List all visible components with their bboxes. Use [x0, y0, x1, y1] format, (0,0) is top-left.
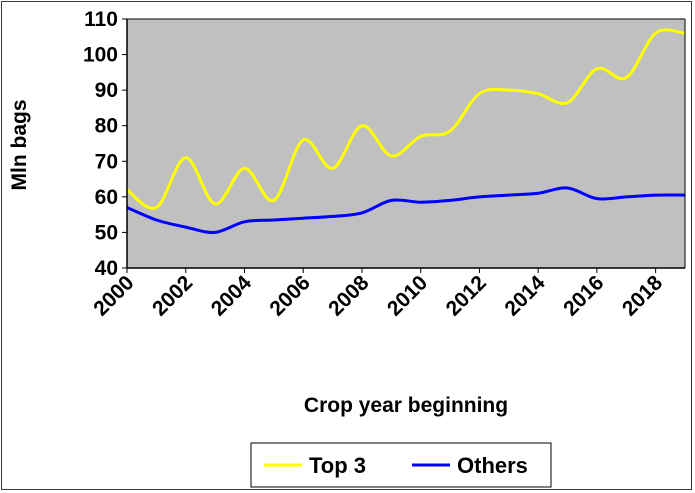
- x-tick-label: 2018: [618, 271, 668, 321]
- y-tick-label: 40: [95, 257, 118, 280]
- legend-label-others: Others: [457, 453, 528, 478]
- y-tick-label: 80: [95, 115, 118, 138]
- x-tick-label: 2016: [559, 271, 608, 320]
- x-tick-label: 2006: [265, 271, 314, 320]
- y-tick-label: 50: [95, 221, 118, 244]
- y-axis-title: Mln bags: [8, 99, 31, 190]
- legend: Top 3 Others: [250, 442, 552, 488]
- y-tick-label: 110: [84, 8, 118, 31]
- series-line-others: [126, 186, 686, 235]
- plot-area: [127, 19, 685, 268]
- x-tick-label: 2014: [500, 271, 550, 321]
- x-axis-title: Crop year beginning: [304, 394, 508, 417]
- y-tick-label: 60: [95, 186, 118, 209]
- x-tick-label: 2008: [324, 271, 374, 321]
- series-line-top-3: [126, 28, 686, 210]
- legend-label-top-3: Top 3: [309, 453, 366, 478]
- y-tick-label: 90: [95, 79, 118, 102]
- x-tick-label: 2012: [442, 271, 491, 320]
- x-tick-label: 2004: [207, 271, 257, 321]
- y-tick-label: 100: [83, 44, 118, 67]
- x-tick-label: 2010: [383, 271, 432, 320]
- x-tick-label: 2002: [148, 271, 197, 320]
- y-tick-label: 70: [95, 150, 118, 173]
